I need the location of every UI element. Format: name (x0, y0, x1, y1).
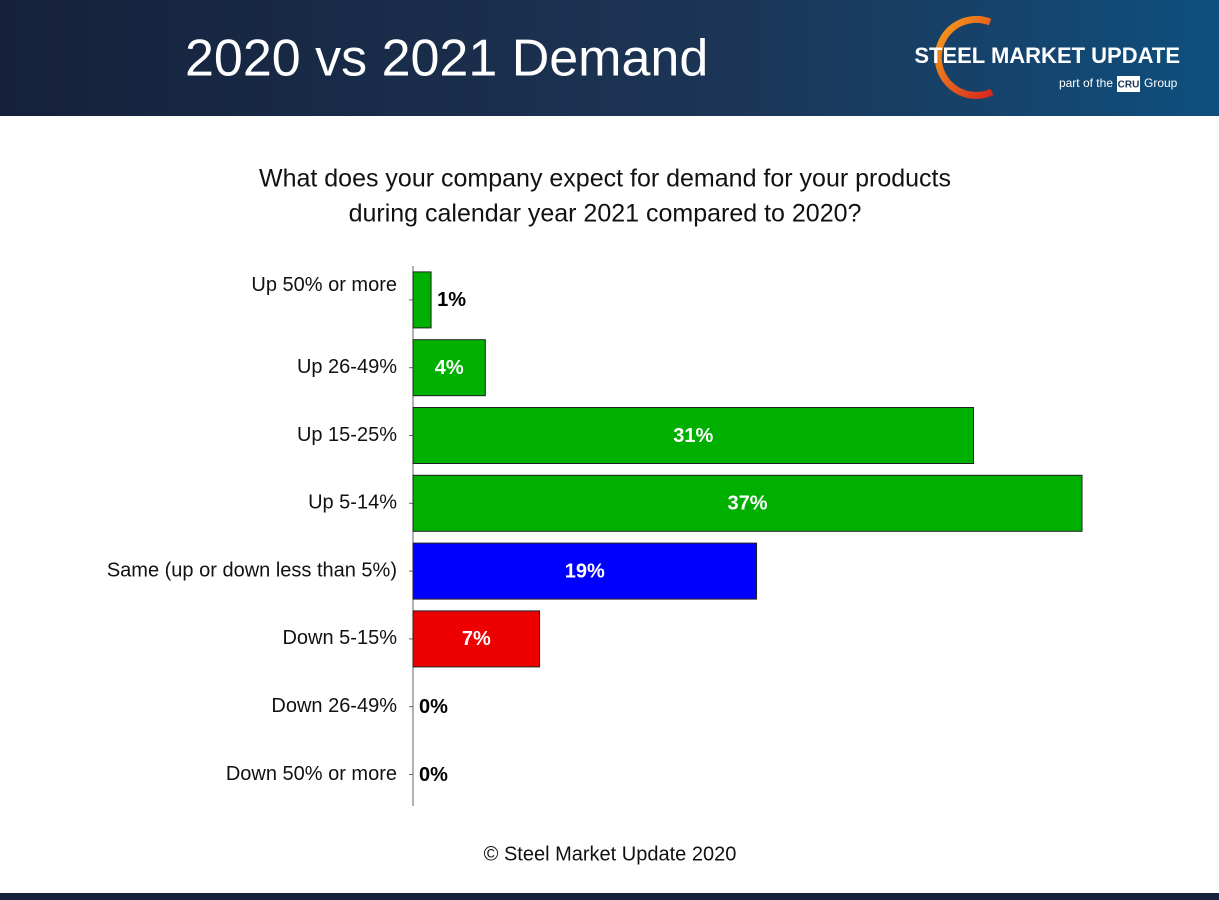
category-label: Up 15-25% (297, 424, 397, 446)
chart-title: What does your company expect for demand… (259, 165, 951, 193)
value-label: 31% (673, 425, 713, 447)
bar (412, 474, 1083, 532)
logo-tagline: part of the (1059, 76, 1113, 90)
bar (412, 407, 975, 464)
bar (412, 271, 432, 329)
category-label: Up 26-49% (297, 356, 397, 378)
footer-band (0, 893, 1219, 900)
chart-title: during calendar year 2021 compared to 20… (349, 200, 862, 228)
category-label: Down 50% or more (226, 763, 397, 785)
category-label: Up 50% or more (251, 274, 397, 296)
logo-name: STEEL MARKET UPDATE (914, 43, 1180, 68)
value-label: 37% (727, 493, 767, 515)
value-label: 0% (419, 696, 448, 718)
bar (412, 542, 758, 600)
value-label: 7% (462, 628, 491, 650)
category-label: Up 5-14% (308, 492, 397, 514)
value-label: 4% (435, 357, 464, 379)
bar (412, 339, 486, 397)
category-label: Same (up or down less than 5%) (107, 559, 397, 581)
category-label: Down 26-49% (271, 695, 397, 717)
category-label: Down 5-15% (282, 627, 397, 649)
value-label: 0% (419, 764, 448, 786)
logo-tagline: Group (1144, 76, 1178, 90)
value-label: 19% (565, 560, 605, 582)
logo-brand: CRU (1118, 80, 1140, 91)
bar (412, 610, 541, 668)
header-band (0, 0, 1219, 116)
logo-arc (934, 15, 994, 99)
slide-title: 2020 vs 2021 Demand (185, 30, 708, 88)
footer: © Steel Market Update 2020 (484, 843, 737, 865)
logo-badge (1117, 76, 1140, 92)
value-label: 1% (437, 289, 466, 311)
